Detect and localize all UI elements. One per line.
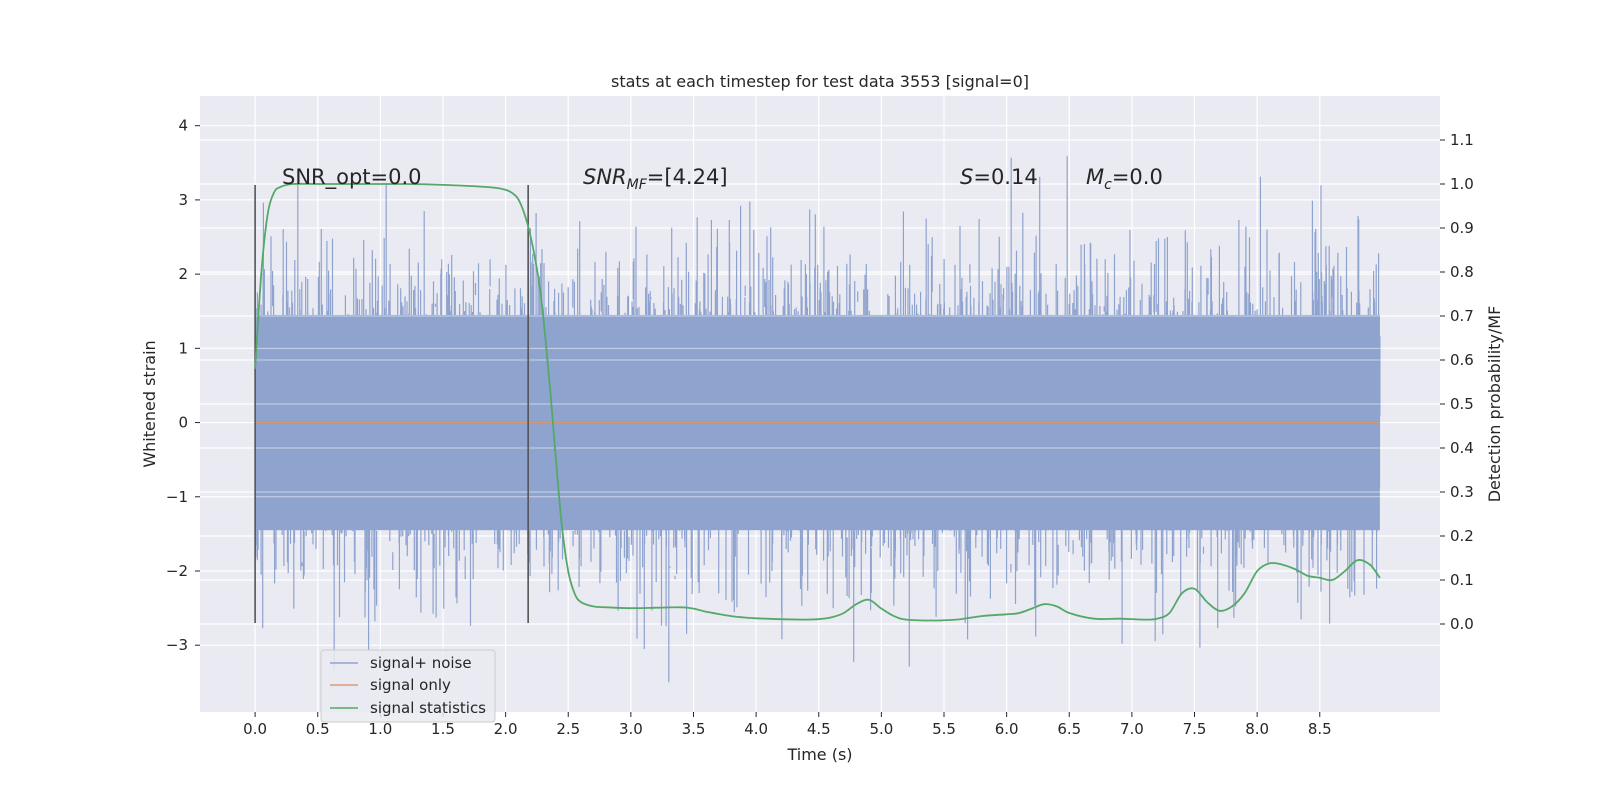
y-axis-label-left: Whitened strain <box>140 340 159 467</box>
annotation-snr-mf-sub: MF <box>627 177 648 193</box>
axes: 0.0 0.5 1.0 1.5 2.0 2.5 3.0 3.5 4.0 4.5 5.0 5.5 6.0 6… <box>166 117 1474 738</box>
x-tick-label: 3.0 <box>619 720 643 738</box>
x-tick-label: 8.0 <box>1245 720 1269 738</box>
annotation-snr-mf: SNRMF=[4.24] <box>583 165 728 193</box>
y-tick-label-left: 0 <box>178 414 188 432</box>
legend-box <box>320 649 496 723</box>
x-tick-label: 4.0 <box>744 720 768 738</box>
x-tick-label: 6.5 <box>1057 720 1081 738</box>
x-tick-label: 2.0 <box>494 720 518 738</box>
y-tick-label-left: 3 <box>178 191 188 209</box>
annotation-s-symbol: S <box>960 165 973 189</box>
y-tick-label-left: 2 <box>178 265 188 283</box>
y-tick-label-right: 0.0 <box>1450 615 1474 633</box>
y-tick-label-right: 0.4 <box>1450 439 1474 457</box>
x-tick-label: 3.5 <box>682 720 706 738</box>
annotation-s-value: =0.14 <box>973 165 1037 189</box>
x-tick-label: 6.0 <box>995 720 1019 738</box>
x-tick-label: 5.5 <box>932 720 956 738</box>
y-tick-label-right: 1.0 <box>1450 175 1474 193</box>
annotation-mc: Mc=0.0 <box>1086 165 1163 193</box>
y-tick-label-left: 1 <box>178 339 188 357</box>
y-tick-label-right: 0.3 <box>1450 483 1474 501</box>
x-tick-label: 5.0 <box>869 720 893 738</box>
annotation-snr-mf-value: =[4.24] <box>647 165 728 189</box>
x-axis-label: Time (s) <box>786 745 852 764</box>
y-tick-label-right: 0.9 <box>1450 219 1474 237</box>
y-tick-label-right: 0.7 <box>1450 307 1474 325</box>
y-tick-label-right: 1.1 <box>1450 131 1474 149</box>
signal-statistics-line <box>254 182 1381 622</box>
annotation-mc-value: =0.0 <box>1112 165 1163 189</box>
y-tick-label-left: −1 <box>166 488 188 506</box>
chart-title: stats at each timestep for test data 355… <box>611 72 1029 91</box>
annotation-s: S=0.14 <box>960 165 1038 189</box>
annotation-mc-main: M <box>1086 165 1104 189</box>
annotation-mc-sub: c <box>1104 177 1112 193</box>
x-tick-label: 1.0 <box>368 720 392 738</box>
legend-label-signal-noise: signal+ noise <box>370 654 472 672</box>
annotation-snr-opt: SNR_opt=0.0 <box>282 165 422 190</box>
x-tick-label: 7.0 <box>1120 720 1144 738</box>
annotation-snr-mf-main: SNR <box>583 165 627 189</box>
y-tick-label-right: 0.1 <box>1450 571 1474 589</box>
legend-label-signal-statistics: signal statistics <box>370 699 486 717</box>
y-tick-label-left: 4 <box>178 117 188 135</box>
legend: signal+ noise signal only signal statist… <box>320 649 496 723</box>
x-tick-label: 8.5 <box>1308 720 1332 738</box>
y-tick-label-right: 0.5 <box>1450 395 1474 413</box>
y-axis-label-right: Detection probability/MF <box>1485 306 1504 503</box>
vertical-markers <box>254 185 529 623</box>
x-tick-label: 1.5 <box>431 720 455 738</box>
x-tick-label: 2.5 <box>556 720 580 738</box>
x-tick-label: 0.0 <box>243 720 267 738</box>
y-tick-label-left: −3 <box>166 636 188 654</box>
y-tick-label-right: 0.6 <box>1450 351 1474 369</box>
x-tick-label: 7.5 <box>1183 720 1207 738</box>
x-tick-label: 4.5 <box>807 720 831 738</box>
y-tick-label-right: 0.2 <box>1450 527 1474 545</box>
legend-label-signal-only: signal only <box>370 676 451 694</box>
y-tick-label-left: −2 <box>166 562 188 580</box>
y-tick-label-right: 0.8 <box>1450 263 1474 281</box>
x-tick-label: 0.5 <box>306 720 330 738</box>
